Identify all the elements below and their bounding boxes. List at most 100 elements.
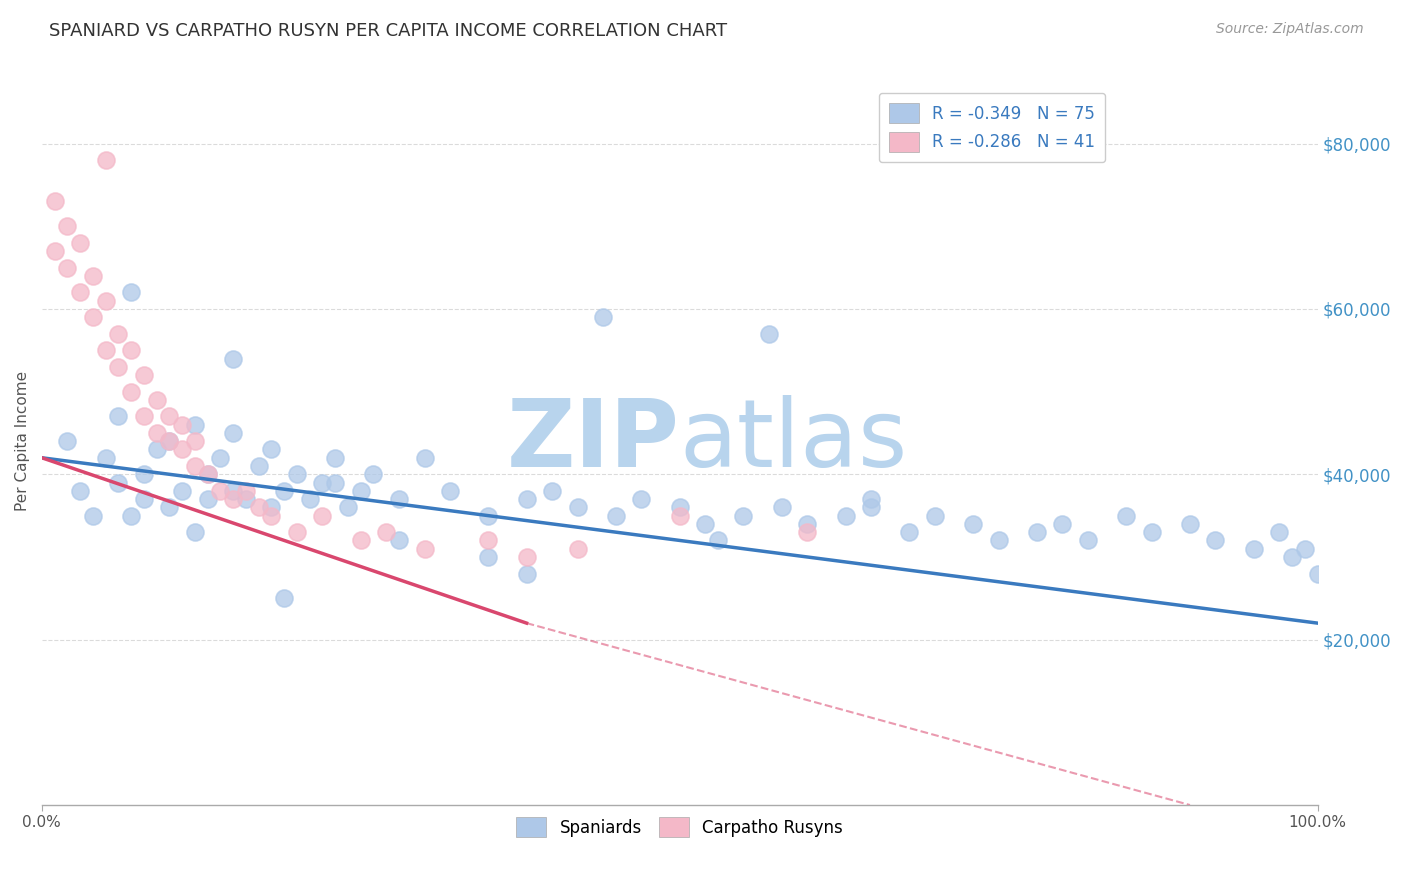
Point	[94, 293, 117, 308]
Point	[172, 417, 194, 432]
Point	[605, 508, 627, 523]
Point	[323, 475, 346, 490]
Point	[516, 566, 538, 581]
Point	[273, 483, 295, 498]
Point	[1178, 516, 1201, 531]
Point	[157, 500, 180, 515]
Point	[924, 508, 946, 523]
Point	[120, 384, 142, 399]
Point	[375, 525, 398, 540]
Point	[132, 368, 155, 382]
Point	[56, 260, 79, 275]
Point	[94, 343, 117, 358]
Point	[69, 483, 91, 498]
Point	[222, 483, 245, 498]
Legend: Spaniards, Carpatho Rusyns: Spaniards, Carpatho Rusyns	[510, 810, 849, 844]
Point	[260, 508, 283, 523]
Point	[796, 516, 818, 531]
Point	[107, 326, 129, 341]
Point	[247, 500, 270, 515]
Point	[197, 467, 219, 482]
Point	[668, 508, 690, 523]
Point	[1052, 516, 1074, 531]
Point	[413, 450, 436, 465]
Point	[477, 533, 499, 548]
Point	[172, 442, 194, 457]
Point	[898, 525, 921, 540]
Point	[197, 467, 219, 482]
Text: Source: ZipAtlas.com: Source: ZipAtlas.com	[1216, 22, 1364, 37]
Point	[350, 483, 373, 498]
Point	[1077, 533, 1099, 548]
Point	[145, 425, 167, 440]
Text: atlas: atlas	[679, 395, 908, 487]
Point	[107, 409, 129, 424]
Point	[285, 525, 308, 540]
Point	[439, 483, 461, 498]
Point	[834, 508, 856, 523]
Text: SPANIARD VS CARPATHO RUSYN PER CAPITA INCOME CORRELATION CHART: SPANIARD VS CARPATHO RUSYN PER CAPITA IN…	[49, 22, 727, 40]
Point	[1025, 525, 1047, 540]
Point	[311, 475, 333, 490]
Point	[1306, 566, 1329, 581]
Point	[630, 492, 652, 507]
Point	[260, 442, 283, 457]
Point	[541, 483, 564, 498]
Point	[273, 591, 295, 606]
Point	[184, 434, 207, 449]
Point	[157, 434, 180, 449]
Point	[222, 492, 245, 507]
Point	[758, 326, 780, 341]
Point	[120, 285, 142, 300]
Point	[145, 392, 167, 407]
Point	[209, 450, 232, 465]
Point	[350, 533, 373, 548]
Point	[1204, 533, 1226, 548]
Point	[1281, 549, 1303, 564]
Point	[235, 483, 257, 498]
Point	[209, 483, 232, 498]
Point	[388, 533, 411, 548]
Point	[516, 492, 538, 507]
Point	[298, 492, 321, 507]
Point	[413, 541, 436, 556]
Point	[56, 219, 79, 234]
Point	[770, 500, 793, 515]
Point	[363, 467, 385, 482]
Point	[94, 450, 117, 465]
Point	[56, 434, 79, 449]
Point	[962, 516, 984, 531]
Point	[94, 153, 117, 168]
Point	[477, 508, 499, 523]
Point	[388, 492, 411, 507]
Point	[222, 425, 245, 440]
Point	[311, 508, 333, 523]
Point	[1115, 508, 1137, 523]
Point	[82, 268, 104, 283]
Point	[184, 417, 207, 432]
Point	[260, 500, 283, 515]
Point	[859, 500, 882, 515]
Point	[132, 467, 155, 482]
Point	[477, 549, 499, 564]
Point	[336, 500, 359, 515]
Point	[82, 508, 104, 523]
Point	[1243, 541, 1265, 556]
Point	[69, 285, 91, 300]
Point	[44, 244, 66, 258]
Point	[1294, 541, 1316, 556]
Point	[695, 516, 717, 531]
Point	[235, 492, 257, 507]
Point	[184, 458, 207, 473]
Point	[592, 310, 614, 325]
Point	[796, 525, 818, 540]
Point	[987, 533, 1010, 548]
Text: ZIP: ZIP	[506, 395, 679, 487]
Point	[82, 310, 104, 325]
Point	[859, 492, 882, 507]
Point	[132, 409, 155, 424]
Point	[567, 500, 589, 515]
Point	[197, 492, 219, 507]
Point	[567, 541, 589, 556]
Point	[132, 492, 155, 507]
